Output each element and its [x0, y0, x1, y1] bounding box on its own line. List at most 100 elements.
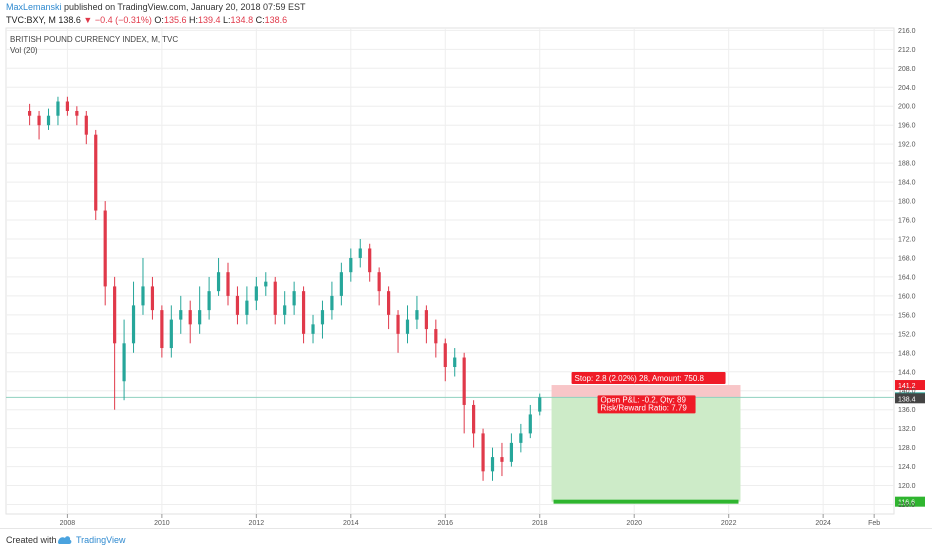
- price-tick-label: 184.0: [898, 180, 916, 187]
- candle-body: [358, 248, 362, 258]
- candle-body: [160, 310, 164, 349]
- price-tick-label: 188.0: [898, 161, 916, 168]
- time-axis[interactable]: 2008 2010 2012 2014 2016 2018 2020 2022 2024 Feb: [60, 514, 881, 527]
- candle-body: [453, 357, 457, 368]
- price-tick-label: 144.0: [898, 369, 916, 376]
- footer: Created with TradingView: [0, 528, 932, 551]
- candle-body: [46, 115, 51, 126]
- candle-body: [434, 329, 438, 344]
- grid: [6, 28, 894, 514]
- time-tick-label: 2024: [815, 520, 831, 527]
- entry-price-tag: 138.4: [898, 396, 916, 403]
- candle-body: [207, 291, 211, 311]
- candle-body: [273, 281, 277, 315]
- time-tick-label: 2014: [343, 520, 359, 527]
- candle-body: [235, 295, 240, 315]
- candle-body: [37, 115, 41, 126]
- price-tick-label: 132.0: [898, 426, 916, 433]
- open-value: 135.6: [163, 15, 187, 25]
- price-tick-label: 212.0: [898, 47, 916, 54]
- volume-legend: Vol (20): [10, 46, 38, 55]
- candle-body: [283, 305, 287, 315]
- chart-header: MaxLemanski published on TradingView.com…: [0, 0, 932, 28]
- price-tick-label: 208.0: [898, 66, 916, 73]
- price-tick-label: 164.0: [898, 274, 916, 281]
- candle-body: [519, 433, 523, 443]
- candle-body: [94, 134, 98, 211]
- candle-body: [103, 210, 107, 287]
- price-tick-label: 196.0: [898, 123, 916, 130]
- price-tick-label: 168.0: [898, 255, 916, 262]
- price-chart[interactable]: Stop: 2.8 (2.02%) 28, Amount: 750.8 Open …: [0, 0, 932, 528]
- low-label: L:: [223, 15, 231, 25]
- tradingview-brand-link[interactable]: TradingView: [76, 535, 126, 545]
- candle-body: [462, 357, 466, 405]
- candle-body: [472, 404, 476, 434]
- price-tick-label: 180.0: [898, 199, 916, 206]
- price-tick-label: 148.0: [898, 350, 916, 357]
- price-tick-label: 128.0: [898, 445, 916, 452]
- high-value: 139.4: [197, 15, 221, 25]
- stop-loss-zone[interactable]: [551, 385, 741, 398]
- stop-price-tag: 141.2: [898, 383, 916, 390]
- candle-body: [509, 442, 514, 462]
- price-axis[interactable]: 116.0 120.0 124.0 128.0 132.0 136.0 140.0 144.0…: [898, 28, 916, 509]
- candle-body: [301, 291, 306, 334]
- plot-area[interactable]: [5, 27, 895, 515]
- symbol-label[interactable]: TVC:BXY, M: [6, 15, 56, 25]
- time-tick-label: 2020: [626, 520, 642, 527]
- target-price-tag-bg: [895, 496, 925, 507]
- close-value: 138.6: [264, 15, 288, 25]
- candle-body: [150, 286, 155, 311]
- created-with-text: Created with: [6, 535, 57, 545]
- candle-body: [179, 310, 183, 320]
- price-tick-label: 156.0: [898, 312, 916, 319]
- candle-body: [528, 414, 532, 434]
- candle-body: [500, 457, 504, 462]
- price-tick-label: 204.0: [898, 85, 916, 92]
- candle-body: [216, 272, 221, 292]
- price-tick-label: 172.0: [898, 236, 916, 243]
- take-profit-zone[interactable]: [551, 397, 741, 502]
- candle-body: [443, 343, 447, 368]
- publish-text: published on TradingView.com, January 20…: [64, 2, 306, 12]
- low-value: 134.8: [230, 15, 254, 25]
- time-tick-label: Feb: [868, 520, 880, 527]
- candle-body: [330, 295, 334, 311]
- rr-label: Risk/Reward Ratio: 7.79: [601, 403, 688, 412]
- price-tick-label: 136.0: [898, 407, 916, 414]
- candle-body: [188, 310, 192, 325]
- entry-price-tag-bg: [895, 393, 925, 404]
- pnl-label-bg: [597, 395, 696, 406]
- last-price: 138.6: [58, 15, 81, 25]
- time-tick-label: 2016: [437, 520, 453, 527]
- candle-body: [538, 397, 542, 412]
- candle-body: [415, 310, 419, 320]
- tradingview-logo-icon[interactable]: [56, 532, 72, 546]
- candle-body: [254, 286, 258, 301]
- candle-body: [481, 433, 485, 472]
- close-label: C:: [255, 15, 265, 25]
- candle-body: [65, 101, 70, 111]
- candle-body: [405, 319, 410, 334]
- candle-body: [311, 324, 315, 334]
- candle-body: [339, 272, 343, 296]
- pnl-label: Open P&L: -0.2, Qty: 89: [601, 395, 687, 404]
- candle-body: [84, 115, 88, 135]
- author-link[interactable]: MaxLemanski: [6, 2, 62, 12]
- candle-body: [113, 286, 117, 344]
- stop-label: Stop: 2.8 (2.02%) 28, Amount: 750.8: [575, 374, 705, 383]
- price-tick-label: 160.0: [898, 293, 916, 300]
- stop-label-bg: [571, 372, 726, 385]
- candle-body: [264, 281, 268, 287]
- price-tick-label: 216.0: [898, 28, 916, 35]
- chart-legend-title: BRITISH POUND CURRENCY INDEX, M, TVC: [10, 35, 178, 44]
- candle-body: [28, 110, 32, 116]
- symbol-info: TVC:BXY, M 138.6 ▼ −0.4 (−0.31%) O:135.6…: [6, 15, 287, 25]
- candle-body: [368, 248, 372, 273]
- candle-body: [320, 310, 325, 325]
- down-arrow-icon: ▼: [83, 15, 93, 25]
- candle-body: [490, 457, 495, 472]
- open-label: O:: [154, 15, 164, 25]
- target-price-tag: 116.6: [898, 500, 915, 507]
